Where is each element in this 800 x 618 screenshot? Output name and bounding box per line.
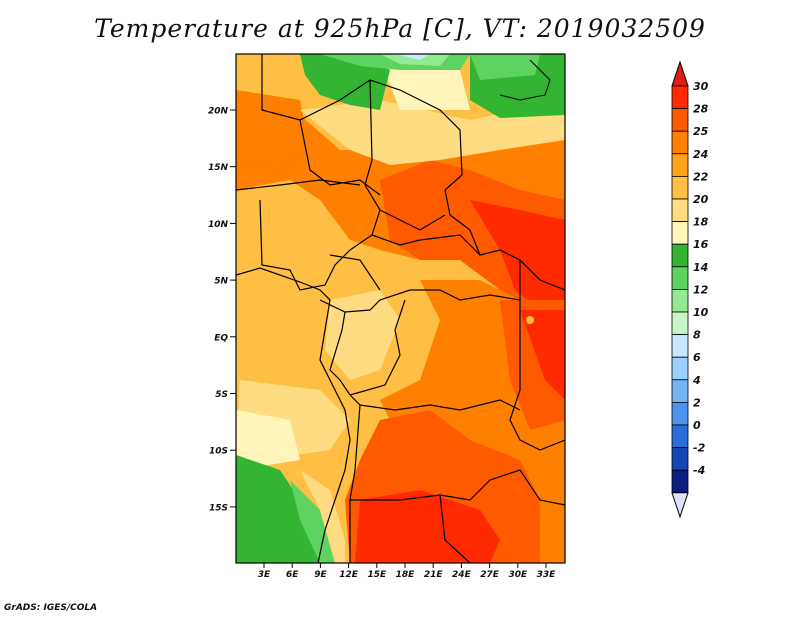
colorbar-label: 28	[693, 103, 709, 116]
colorbar-swatch	[671, 221, 689, 245]
colorbar-label: -4	[693, 464, 705, 477]
lon-label: 12E	[339, 570, 359, 580]
colorbar-swatch	[671, 108, 689, 132]
colorbar-swatch	[671, 334, 689, 358]
colorbar-label: 22	[693, 170, 709, 183]
coastline	[236, 267, 351, 563]
lat-label: 10S	[209, 447, 228, 457]
lon-label: 3E	[258, 570, 271, 580]
colorbar-label: 24	[693, 148, 708, 161]
country-borders	[236, 54, 565, 563]
colorbar-swatch	[671, 288, 689, 313]
lon-label: 30E	[508, 570, 528, 580]
longitude-axis: 3E 6E 9E 12E 15E 18E 21E 24E 27E 30E 33E	[258, 563, 556, 580]
lat-label: 15S	[209, 503, 228, 513]
red-sea-coast	[499, 59, 551, 101]
lat-label: 15N	[208, 163, 229, 173]
colorbar-swatch	[671, 401, 689, 426]
lon-label: 33E	[537, 570, 557, 580]
colorbar-swatch	[671, 130, 689, 155]
colorbar-label: 14	[693, 261, 708, 274]
lon-label: 6E	[286, 570, 299, 580]
colorbar-bottom-arrow	[671, 492, 689, 519]
lon-label: 27E	[480, 570, 500, 580]
colorbar-label: 16	[693, 238, 709, 251]
colorbar-top-arrow	[671, 60, 689, 87]
colorbar-swatch	[671, 85, 689, 110]
latitude-axis: 20N 15N 10N 5N EQ 5S 10S 15S	[208, 107, 236, 513]
colorbar-label: 10	[693, 306, 709, 319]
lon-label: 21E	[424, 570, 444, 580]
colorbar-label: -2	[693, 442, 706, 455]
lat-label: 5N	[214, 277, 228, 287]
colorbar-label: 0	[693, 419, 701, 432]
lon-label: 18E	[396, 570, 416, 580]
lat-label: 20N	[208, 107, 229, 117]
colorbar-label: 18	[693, 216, 709, 229]
colorbar-swatch	[671, 469, 689, 494]
temperature-field	[236, 54, 565, 563]
lat-label: EQ	[214, 333, 228, 343]
lon-label: 9E	[314, 570, 327, 580]
colorbar-swatch	[671, 379, 689, 403]
colorbar-label: 30	[693, 80, 709, 93]
lon-label: 15E	[367, 570, 387, 580]
colorbar-label: 2	[693, 396, 701, 409]
colorbar-swatch	[671, 447, 689, 471]
colorbar-label: 4	[692, 374, 701, 387]
map-frame	[235, 53, 566, 564]
lat-label: 10N	[208, 220, 229, 230]
colorbar-swatch	[671, 153, 689, 177]
colorbar-label: 20	[693, 193, 709, 206]
colorbar-swatch	[671, 311, 689, 336]
colorbar-swatch	[671, 266, 689, 290]
map-title: Temperature at 925hPa [C], VT: 201903250…	[94, 14, 706, 43]
colorbar-swatch	[671, 175, 689, 200]
grads-credit: GrADS: IGES/COLA	[4, 603, 98, 613]
lon-label: 24E	[452, 570, 472, 580]
colorbar-swatch	[671, 356, 689, 381]
colorbar-label: 25	[693, 125, 709, 138]
colorbar-swatch	[671, 243, 689, 268]
colorbar-label: 8	[693, 329, 701, 342]
lat-label: 5S	[215, 390, 228, 400]
colorbar-label: 6	[693, 351, 701, 364]
colorbar-swatch	[671, 424, 689, 449]
colorbar-swatch	[671, 198, 689, 223]
colorbar-label: 12	[693, 283, 709, 296]
